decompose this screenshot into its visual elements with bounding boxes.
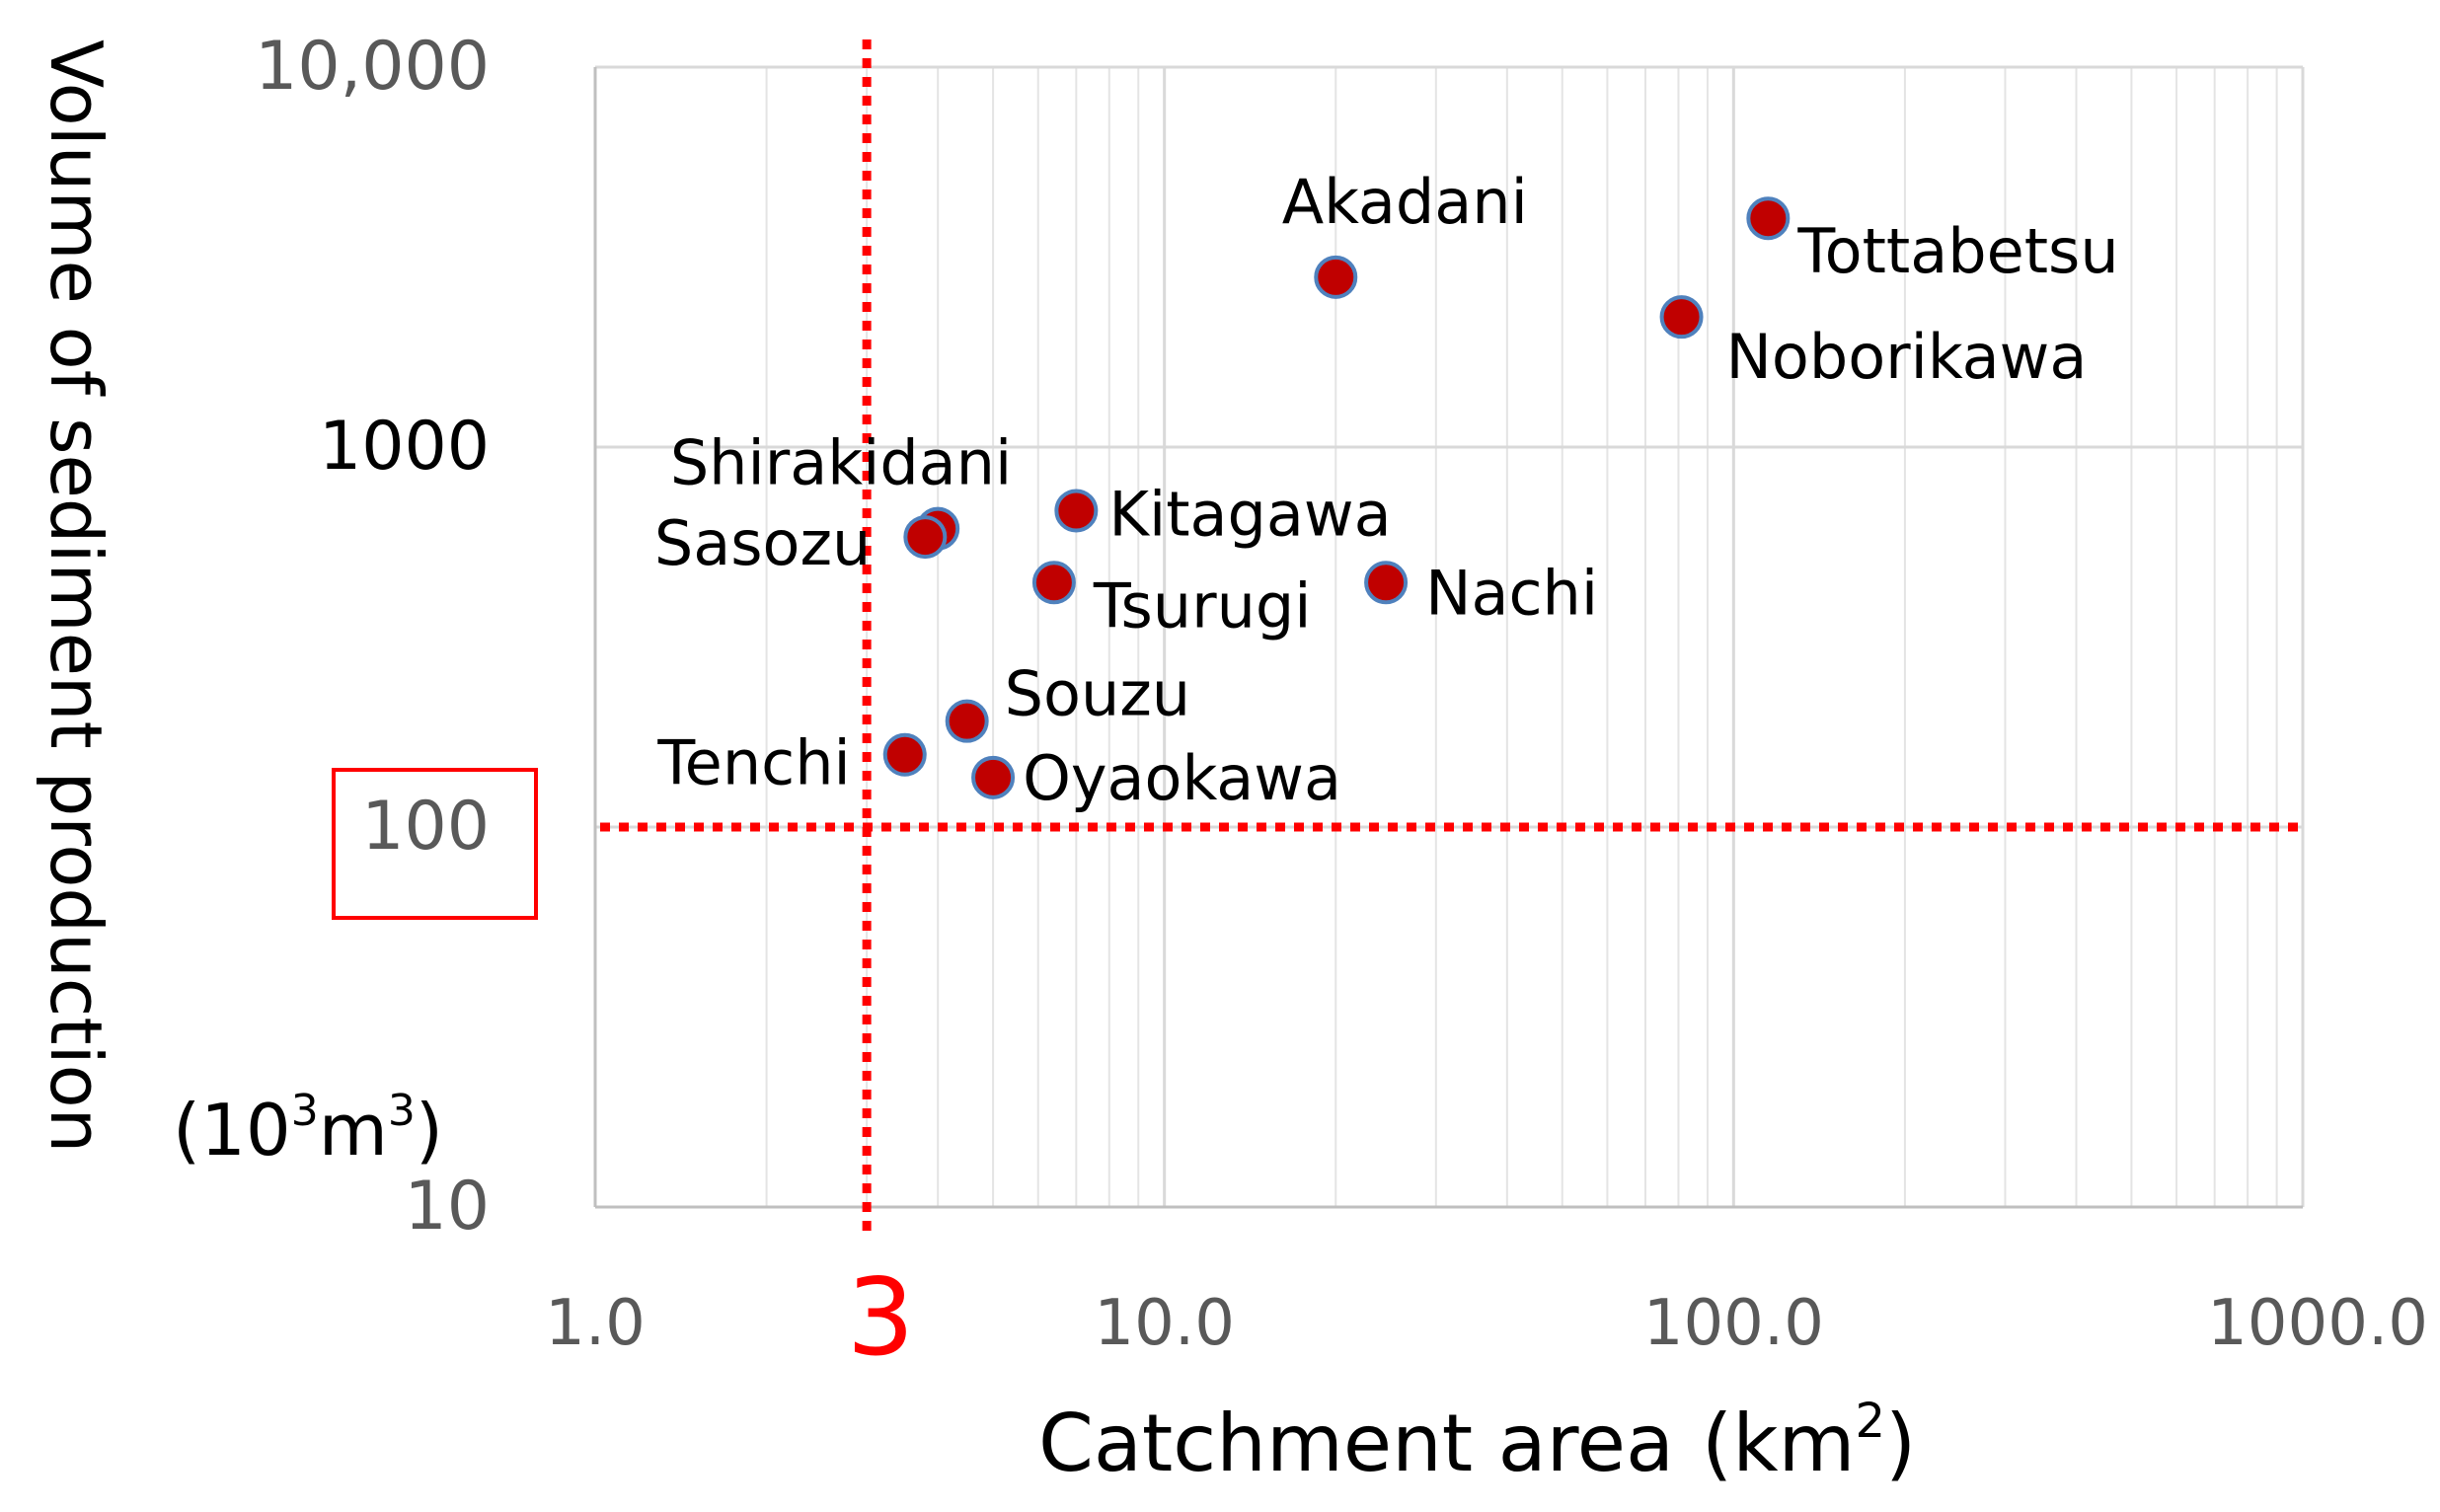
y-tick-label: 10,000 [255,28,490,106]
y-tick-label: 100 [361,788,490,866]
x-tick-labels: 1.0 10.0 100.0 1000.0 [545,1287,2428,1360]
threshold-lines: 3 [600,39,2303,1380]
data-point-noborikawa [1659,295,1704,340]
data-point-oyaokawa [971,755,1016,799]
data-label-noborikawa: Noborikawa [1726,321,2088,393]
y-tick-label: 1000 [319,408,490,486]
data-points [882,196,1791,799]
data-label-kitagawa: Kitagawa [1108,478,1391,550]
data-point-akadani [1314,255,1358,299]
x-tick-label: 1000.0 [2207,1287,2428,1360]
data-label-shirakidani: Shirakidani [670,427,1012,499]
data-point-tottabetsu [1746,196,1791,241]
data-label-nachi: Nachi [1425,557,1598,629]
y-tick-labels: 10 100 1000 10,000 [255,28,490,1246]
y-axis-unit: (103m3) [173,1086,443,1172]
x-tick-label: 100.0 [1643,1287,1824,1360]
y-tick-label: 10 [404,1168,490,1246]
x-tick-label: 1.0 [545,1287,646,1360]
data-label-tsurugi: Tsurugi [1093,569,1312,642]
data-point-kitagawa [1054,489,1099,533]
highlight-box-100 [332,768,538,920]
data-point-nachi [1364,561,1409,605]
x-tick-label: 10.0 [1094,1287,1235,1360]
data-label-oyaokawa: Oyaokawa [1023,742,1341,814]
data-label-tenchi: Tenchi [656,727,850,799]
data-label-sasozu: Sasozu [654,507,871,579]
y-axis-title: Volume of sediment production [35,39,117,1153]
x-axis-title: Catchment area (km2) [1038,1394,1916,1489]
data-point-sasozu [903,515,948,560]
axes [593,67,2303,1209]
x-unit-superscript: 2 [1855,1394,1885,1449]
minor-gridlines [765,67,2278,1207]
data-point-tenchi [882,732,927,777]
point-labels: Akadani Tottabetsu Noborikawa Shirakidani Sa… [654,166,2119,814]
threshold-label-x: 3 [847,1256,915,1380]
data-label-tottabetsu: Tottabetsu [1796,215,2118,287]
data-point-tsurugi [1031,561,1076,605]
data-point-souzu [945,699,989,743]
data-label-akadani: Akadani [1282,166,1528,238]
data-label-souzu: Souzu [1005,658,1190,730]
